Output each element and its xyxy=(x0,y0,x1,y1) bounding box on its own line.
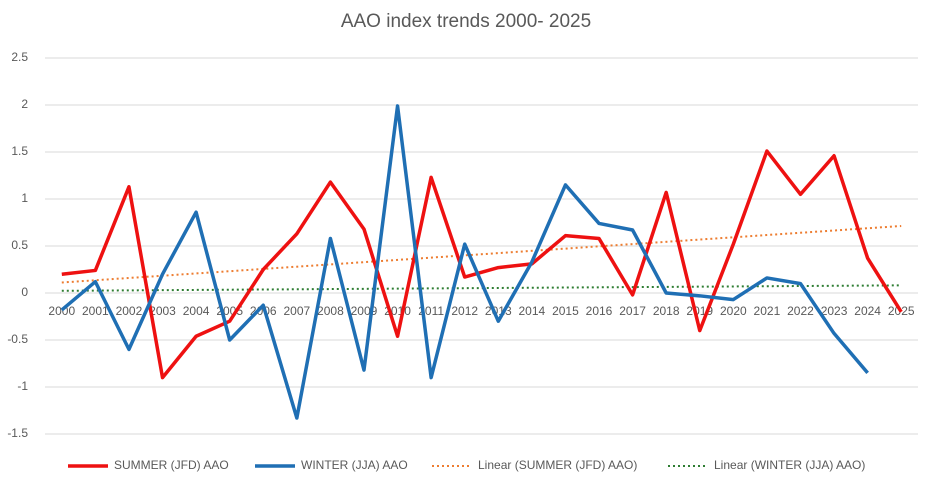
y-tick-label: 2 xyxy=(21,97,28,111)
legend-label: Linear (WINTER (JJA) AAO) xyxy=(714,458,865,472)
series-line xyxy=(61,149,903,380)
trendline xyxy=(61,224,902,284)
x-tick-label: 2024 xyxy=(854,304,881,318)
y-tick-label: 0 xyxy=(21,285,28,299)
x-tick-label: 2017 xyxy=(619,304,646,318)
x-tick-label: 2020 xyxy=(720,304,747,318)
x-tick-label: 2001 xyxy=(82,304,109,318)
y-tick-label: 1.5 xyxy=(11,144,28,158)
x-tick-label: 2021 xyxy=(754,304,781,318)
legend-label: Linear (SUMMER (JFD) AAO) xyxy=(478,458,637,472)
chart-title: AAO index trends 2000- 2025 xyxy=(341,11,591,32)
x-tick-label: 2023 xyxy=(821,304,848,318)
legend-label: SUMMER (JFD) AAO xyxy=(114,458,229,472)
x-tick-label: 2000 xyxy=(48,304,75,318)
x-tick-label: 2012 xyxy=(451,304,478,318)
y-tick-label: -0.5 xyxy=(7,332,28,346)
y-tick-label: -1 xyxy=(17,379,28,393)
legend-label: WINTER (JJA) AAO xyxy=(301,458,408,472)
x-tick-label: 2003 xyxy=(149,304,176,318)
series-line xyxy=(60,104,869,420)
x-tick-label: 2004 xyxy=(183,304,210,318)
x-tick-label: 2015 xyxy=(552,304,579,318)
x-tick-label: 2022 xyxy=(787,304,814,318)
x-tick-label: 2008 xyxy=(317,304,344,318)
y-tick-label: 2.5 xyxy=(11,50,28,64)
x-tick-label: 2014 xyxy=(519,304,546,318)
y-tick-label: 0.5 xyxy=(11,238,28,252)
y-tick-label: 1 xyxy=(21,191,28,205)
x-tick-label: 2007 xyxy=(283,304,310,318)
x-tick-label: 2018 xyxy=(653,304,680,318)
x-tick-label: 2016 xyxy=(586,304,613,318)
x-tick-label: 2002 xyxy=(116,304,143,318)
y-tick-label: -1.5 xyxy=(7,426,28,440)
